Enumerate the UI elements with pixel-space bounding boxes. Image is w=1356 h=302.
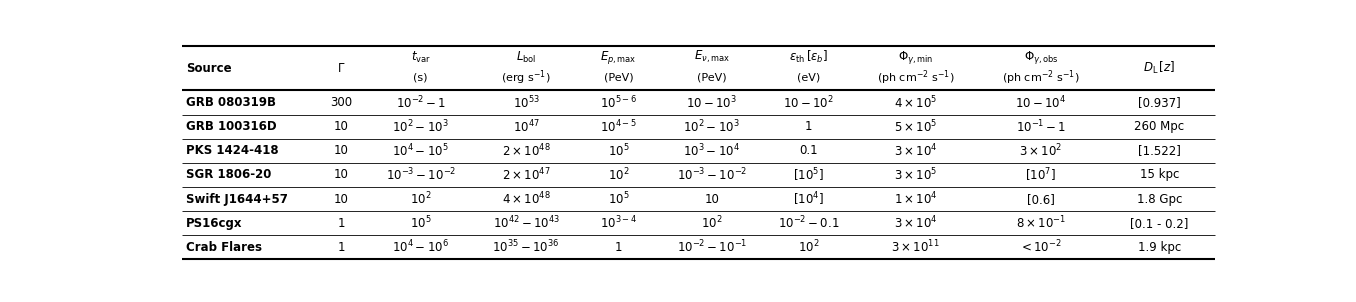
Text: [0.937]: [0.937] bbox=[1138, 96, 1181, 109]
Text: 260 Mpc: 260 Mpc bbox=[1134, 120, 1184, 133]
Text: $10^{-2} - 10^{-1}$: $10^{-2} - 10^{-1}$ bbox=[677, 239, 747, 256]
Text: $< 10^{-2}$: $< 10^{-2}$ bbox=[1020, 239, 1062, 256]
Text: Crab Flares: Crab Flares bbox=[186, 241, 262, 254]
Text: $10 - 10^4$: $10 - 10^4$ bbox=[1016, 94, 1066, 111]
Text: $10 - 10^3$: $10 - 10^3$ bbox=[686, 94, 738, 111]
Text: $4 \times 10^5$: $4 \times 10^5$ bbox=[894, 94, 937, 111]
Text: $5 \times 10^5$: $5 \times 10^5$ bbox=[894, 118, 937, 135]
Text: $10^{-2} - 1$: $10^{-2} - 1$ bbox=[396, 94, 446, 111]
Text: $L_{\rm bol}$: $L_{\rm bol}$ bbox=[515, 50, 536, 65]
Text: $[10^4]$: $[10^4]$ bbox=[793, 190, 824, 208]
Text: $t_{\rm var}$: $t_{\rm var}$ bbox=[411, 50, 431, 65]
Text: $10^{-3} - 10^{-2}$: $10^{-3} - 10^{-2}$ bbox=[385, 167, 456, 183]
Text: $10^2$: $10^2$ bbox=[701, 215, 723, 232]
Text: $10^{53}$: $10^{53}$ bbox=[513, 94, 540, 111]
Text: $10^2 - 10^3$: $10^2 - 10^3$ bbox=[683, 118, 740, 135]
Text: $8 \times 10^{-1}$: $8 \times 10^{-1}$ bbox=[1016, 215, 1066, 232]
Text: $10^{35} - 10^{36}$: $10^{35} - 10^{36}$ bbox=[492, 239, 560, 256]
Text: $E_{p,{\rm max}}$: $E_{p,{\rm max}}$ bbox=[601, 49, 636, 66]
Text: $[10^7]$: $[10^7]$ bbox=[1025, 166, 1056, 184]
Text: $10^{42} - 10^{43}$: $10^{42} - 10^{43}$ bbox=[492, 215, 560, 232]
Text: $10^5$: $10^5$ bbox=[607, 143, 629, 159]
Text: $4 \times 10^{48}$: $4 \times 10^{48}$ bbox=[502, 191, 551, 207]
Text: 1: 1 bbox=[805, 120, 812, 133]
Text: $10^2$: $10^2$ bbox=[797, 239, 819, 256]
Text: 1: 1 bbox=[338, 217, 346, 230]
Text: $10^4 - 10^5$: $10^4 - 10^5$ bbox=[392, 143, 449, 159]
Text: (PeV): (PeV) bbox=[603, 73, 633, 83]
Text: SGR 1806-20: SGR 1806-20 bbox=[186, 169, 271, 182]
Text: $10^{5-6}$: $10^{5-6}$ bbox=[599, 94, 637, 111]
Text: $10^2$: $10^2$ bbox=[410, 191, 431, 207]
Text: $10^3 - 10^4$: $10^3 - 10^4$ bbox=[683, 143, 740, 159]
Text: $D_{\rm L}\,[z]$: $D_{\rm L}\,[z]$ bbox=[1143, 60, 1176, 76]
Text: 1.8 Gpc: 1.8 Gpc bbox=[1136, 193, 1182, 206]
Text: $10^{4-5}$: $10^{4-5}$ bbox=[599, 118, 637, 135]
Text: (s): (s) bbox=[414, 73, 428, 83]
Text: $\epsilon_{\rm th}\,[\epsilon_b]$: $\epsilon_{\rm th}\,[\epsilon_b]$ bbox=[789, 49, 829, 65]
Text: PKS 1424-418: PKS 1424-418 bbox=[186, 144, 279, 157]
Text: $10^{-3} - 10^{-2}$: $10^{-3} - 10^{-2}$ bbox=[677, 167, 747, 183]
Text: (erg s$^{-1}$): (erg s$^{-1}$) bbox=[502, 69, 551, 87]
Text: $3 \times 10^4$: $3 \times 10^4$ bbox=[894, 215, 937, 232]
Text: $3 \times 10^5$: $3 \times 10^5$ bbox=[894, 167, 937, 183]
Text: 1: 1 bbox=[614, 241, 622, 254]
Text: $10^2 - 10^3$: $10^2 - 10^3$ bbox=[392, 118, 449, 135]
Text: $\Phi_{\gamma,{\rm min}}$: $\Phi_{\gamma,{\rm min}}$ bbox=[898, 49, 933, 66]
Text: $E_{\nu,{\rm max}}$: $E_{\nu,{\rm max}}$ bbox=[694, 49, 730, 66]
Text: GRB 080319B: GRB 080319B bbox=[186, 96, 277, 109]
Text: $10^5$: $10^5$ bbox=[410, 215, 431, 232]
Text: (PeV): (PeV) bbox=[697, 73, 727, 83]
Text: 10: 10 bbox=[334, 193, 348, 206]
Text: (eV): (eV) bbox=[797, 73, 820, 83]
Text: $3 \times 10^{11}$: $3 \times 10^{11}$ bbox=[891, 239, 940, 256]
Text: $10^5$: $10^5$ bbox=[607, 191, 629, 207]
Text: GRB 100316D: GRB 100316D bbox=[186, 120, 277, 133]
Text: $10^{47}$: $10^{47}$ bbox=[513, 118, 540, 135]
Text: $3 \times 10^4$: $3 \times 10^4$ bbox=[894, 143, 937, 159]
Text: $2 \times 10^{48}$: $2 \times 10^{48}$ bbox=[502, 143, 551, 159]
Text: (ph cm$^{-2}$ s$^{-1}$): (ph cm$^{-2}$ s$^{-1}$) bbox=[1002, 69, 1079, 87]
Text: $10^{-2} - 0.1$: $10^{-2} - 0.1$ bbox=[778, 215, 839, 232]
Text: $10^4 - 10^6$: $10^4 - 10^6$ bbox=[392, 239, 449, 256]
Text: 1.9 kpc: 1.9 kpc bbox=[1138, 241, 1181, 254]
Text: [0.1 - 0.2]: [0.1 - 0.2] bbox=[1130, 217, 1188, 230]
Text: $1 \times 10^4$: $1 \times 10^4$ bbox=[894, 191, 937, 207]
Text: (ph cm$^{-2}$ s$^{-1}$): (ph cm$^{-2}$ s$^{-1}$) bbox=[877, 69, 955, 87]
Text: 10: 10 bbox=[334, 144, 348, 157]
Text: $\Gamma$: $\Gamma$ bbox=[338, 62, 346, 75]
Text: $10 - 10^2$: $10 - 10^2$ bbox=[784, 94, 834, 111]
Text: 1: 1 bbox=[338, 241, 346, 254]
Text: 15 kpc: 15 kpc bbox=[1139, 169, 1178, 182]
Text: [1.522]: [1.522] bbox=[1138, 144, 1181, 157]
Text: $10^2$: $10^2$ bbox=[607, 167, 629, 183]
Text: $10^{3-4}$: $10^{3-4}$ bbox=[599, 215, 637, 232]
Text: PS16cgx: PS16cgx bbox=[186, 217, 243, 230]
Text: $\Phi_{\gamma,{\rm obs}}$: $\Phi_{\gamma,{\rm obs}}$ bbox=[1024, 49, 1058, 66]
Text: $3 \times 10^2$: $3 \times 10^2$ bbox=[1020, 143, 1063, 159]
Text: 10: 10 bbox=[334, 120, 348, 133]
Text: 0.1: 0.1 bbox=[799, 144, 818, 157]
Text: $[10^5]$: $[10^5]$ bbox=[793, 166, 824, 184]
Text: Swift J1644+57: Swift J1644+57 bbox=[186, 193, 289, 206]
Text: $10^{-1} - 1$: $10^{-1} - 1$ bbox=[1016, 118, 1066, 135]
Text: 10: 10 bbox=[334, 169, 348, 182]
Text: 10: 10 bbox=[704, 193, 719, 206]
Text: Source: Source bbox=[186, 62, 232, 75]
Text: [0.6]: [0.6] bbox=[1026, 193, 1055, 206]
Text: 300: 300 bbox=[331, 96, 353, 109]
Text: $2 \times 10^{47}$: $2 \times 10^{47}$ bbox=[502, 167, 551, 183]
